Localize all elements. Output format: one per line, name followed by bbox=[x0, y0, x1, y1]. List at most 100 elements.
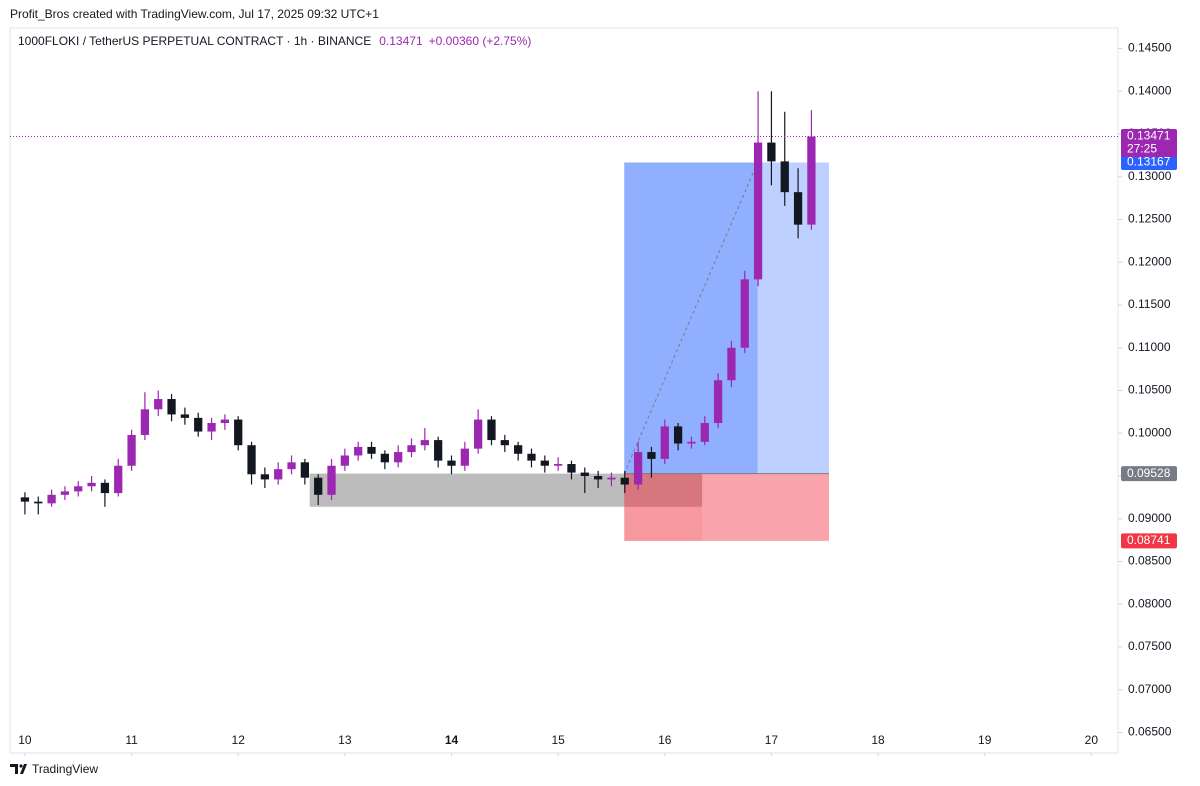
last-price-label-box bbox=[1121, 128, 1177, 157]
candle-body bbox=[767, 142, 776, 162]
stop-zone-filled bbox=[624, 473, 703, 541]
brand-icon bbox=[10, 764, 27, 774]
stop-zone bbox=[624, 473, 830, 541]
entry-price-label-box bbox=[1121, 466, 1177, 482]
candle-body bbox=[114, 465, 123, 494]
stop-price-label-box bbox=[1121, 533, 1177, 549]
y-tick-label: 0.14500 bbox=[1128, 41, 1172, 55]
candle-body bbox=[180, 414, 190, 418]
candle-body bbox=[647, 452, 656, 459]
candle-body bbox=[447, 460, 456, 466]
candle-body bbox=[154, 399, 163, 410]
candle-body bbox=[354, 446, 363, 456]
candle-body bbox=[340, 455, 349, 466]
price-change: +0.00360 (+2.75%) bbox=[429, 34, 532, 48]
last-price: 0.13471 bbox=[379, 34, 423, 48]
x-tick-label: 11 bbox=[125, 733, 138, 747]
chart-title: 1000FLOKI / TetherUS PERPETUAL CONTRACT … bbox=[18, 34, 371, 48]
candle-body bbox=[593, 475, 603, 480]
candle-body bbox=[60, 491, 70, 495]
candle-body bbox=[753, 142, 763, 280]
candle-body bbox=[793, 192, 803, 225]
candle-body bbox=[220, 419, 230, 423]
candle-body bbox=[260, 474, 270, 480]
y-tick-label: 0.09000 bbox=[1128, 511, 1172, 525]
x-tick-label: 18 bbox=[871, 733, 885, 747]
attribution: Profit_Bros created with TradingView.com… bbox=[10, 7, 379, 21]
candle-body bbox=[380, 453, 389, 463]
y-tick-label: 0.08500 bbox=[1128, 554, 1172, 568]
candle-body bbox=[247, 445, 256, 475]
candle-body bbox=[407, 445, 416, 453]
candle-body bbox=[434, 440, 443, 461]
candle-body bbox=[287, 462, 296, 470]
candle-body bbox=[300, 462, 309, 478]
candle-body bbox=[207, 422, 216, 432]
y-tick-label: 0.08000 bbox=[1128, 596, 1172, 610]
x-tick-label: 12 bbox=[232, 733, 246, 747]
candle-body bbox=[34, 501, 43, 504]
trade-path bbox=[623, 162, 759, 474]
x-tick-label: 13 bbox=[338, 733, 352, 747]
y-tick-label: 0.07500 bbox=[1128, 639, 1172, 653]
candle-body bbox=[74, 486, 83, 492]
candle-body bbox=[47, 494, 56, 504]
candle-body bbox=[500, 440, 509, 446]
candle-body bbox=[580, 472, 589, 476]
candle-body bbox=[807, 136, 816, 225]
candle-body bbox=[740, 279, 749, 348]
x-tick-label: 17 bbox=[765, 733, 779, 747]
candle-body bbox=[700, 422, 709, 442]
y-tick-label: 0.10000 bbox=[1128, 425, 1172, 439]
candle-body bbox=[687, 441, 696, 444]
candle-body bbox=[554, 464, 563, 466]
candle-body bbox=[780, 161, 789, 193]
candle-body bbox=[660, 426, 669, 459]
y-tick-label: 0.10500 bbox=[1128, 383, 1172, 397]
x-tick-label: 16 bbox=[658, 733, 672, 747]
candle-body bbox=[460, 448, 469, 466]
candle-body bbox=[514, 445, 523, 454]
candle-body bbox=[420, 440, 429, 446]
stop-price-label: 0.08741 bbox=[1127, 533, 1171, 547]
x-tick-label: 15 bbox=[551, 733, 565, 747]
brand: TradingView bbox=[32, 762, 98, 776]
candle-body bbox=[673, 426, 683, 444]
candle-body bbox=[87, 482, 96, 487]
y-tick-label: 0.13000 bbox=[1128, 169, 1172, 183]
entry-price-label: 0.09528 bbox=[1127, 466, 1171, 480]
y-tick-label: 0.06500 bbox=[1128, 725, 1172, 739]
y-tick-label: 0.12000 bbox=[1128, 254, 1172, 268]
candle-body bbox=[100, 482, 110, 494]
candle-body bbox=[540, 460, 549, 466]
candle-body bbox=[620, 477, 629, 485]
candle-body bbox=[234, 419, 243, 446]
candle-body bbox=[314, 477, 323, 495]
candle-body bbox=[727, 347, 736, 381]
x-tick-label: 14 bbox=[445, 733, 459, 747]
last-price-label-countdown: 27:25 bbox=[1127, 142, 1157, 156]
symbol-header: 1000FLOKI / TetherUS PERPETUAL CONTRACT … bbox=[18, 34, 531, 48]
candle-body bbox=[394, 452, 403, 463]
candle-body bbox=[167, 399, 176, 415]
x-tick-label: 10 bbox=[18, 733, 32, 747]
candle-body bbox=[140, 409, 150, 435]
candle-body bbox=[713, 380, 723, 423]
candle-body bbox=[474, 419, 483, 449]
x-tick-label: 19 bbox=[978, 733, 992, 747]
candle-body bbox=[607, 477, 616, 480]
y-tick-label: 0.12500 bbox=[1128, 212, 1172, 226]
brand-logo bbox=[10, 764, 27, 774]
candle-body bbox=[487, 419, 496, 441]
candle-body bbox=[633, 452, 643, 485]
candle-body bbox=[194, 417, 203, 432]
plot-layer bbox=[20, 91, 830, 541]
candle-body bbox=[20, 497, 30, 502]
candle-body bbox=[527, 453, 536, 461]
candle-body bbox=[367, 446, 376, 454]
target-price-label-box bbox=[1121, 154, 1177, 170]
y-tick-label: 0.07000 bbox=[1128, 682, 1172, 696]
y-tick-label: 0.14000 bbox=[1128, 83, 1172, 97]
